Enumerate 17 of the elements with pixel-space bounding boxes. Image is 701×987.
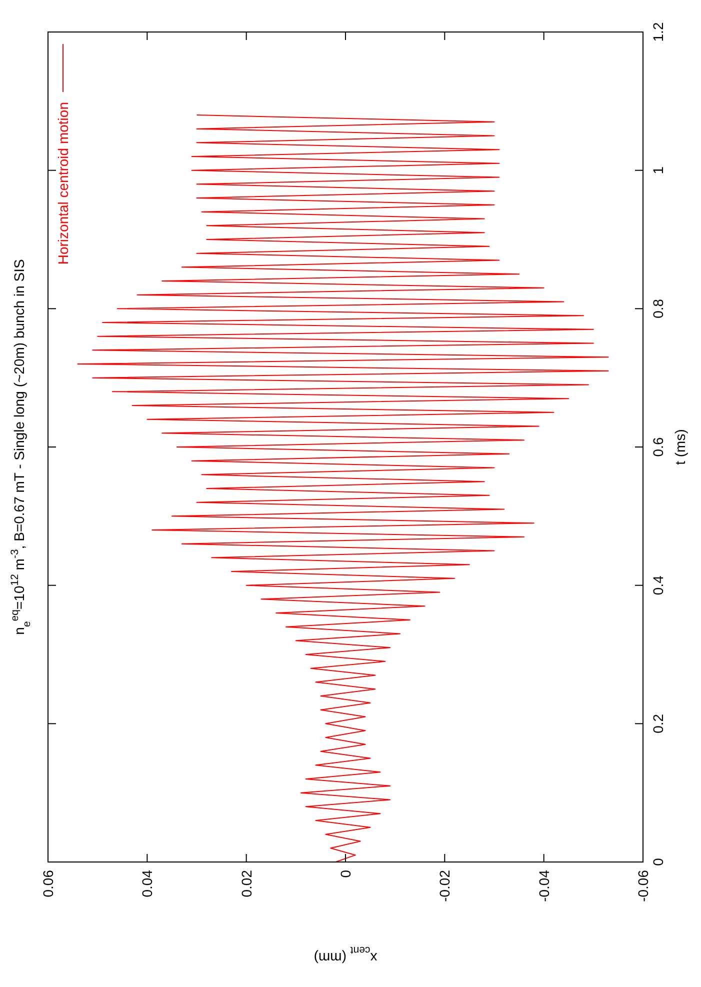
x-tick-label: -0.06	[635, 870, 651, 902]
line-series	[77, 114, 609, 862]
y-tick-label: 0.6	[650, 437, 666, 457]
x-tick-label: -0.04	[536, 870, 552, 902]
y-tick-label: 0.2	[650, 714, 666, 734]
x-tick-label: -0.02	[436, 870, 453, 902]
x-tick-label: 0.02	[238, 870, 254, 898]
y-tick-label: 0.4	[650, 575, 666, 596]
x-tick-label: 0.04	[139, 870, 156, 898]
y-tick-label: 1.2	[650, 22, 666, 42]
y-tick-label: 0.8	[650, 298, 666, 318]
text: Horizontal centroid motion	[55, 102, 71, 265]
x-tick-label: 0	[338, 870, 354, 878]
y-tick-label: 1	[650, 166, 666, 174]
y-tick-label: 0	[650, 858, 666, 866]
y-axis-title: t (ms)	[672, 429, 688, 465]
x-tick-label: 0.06	[40, 870, 56, 898]
